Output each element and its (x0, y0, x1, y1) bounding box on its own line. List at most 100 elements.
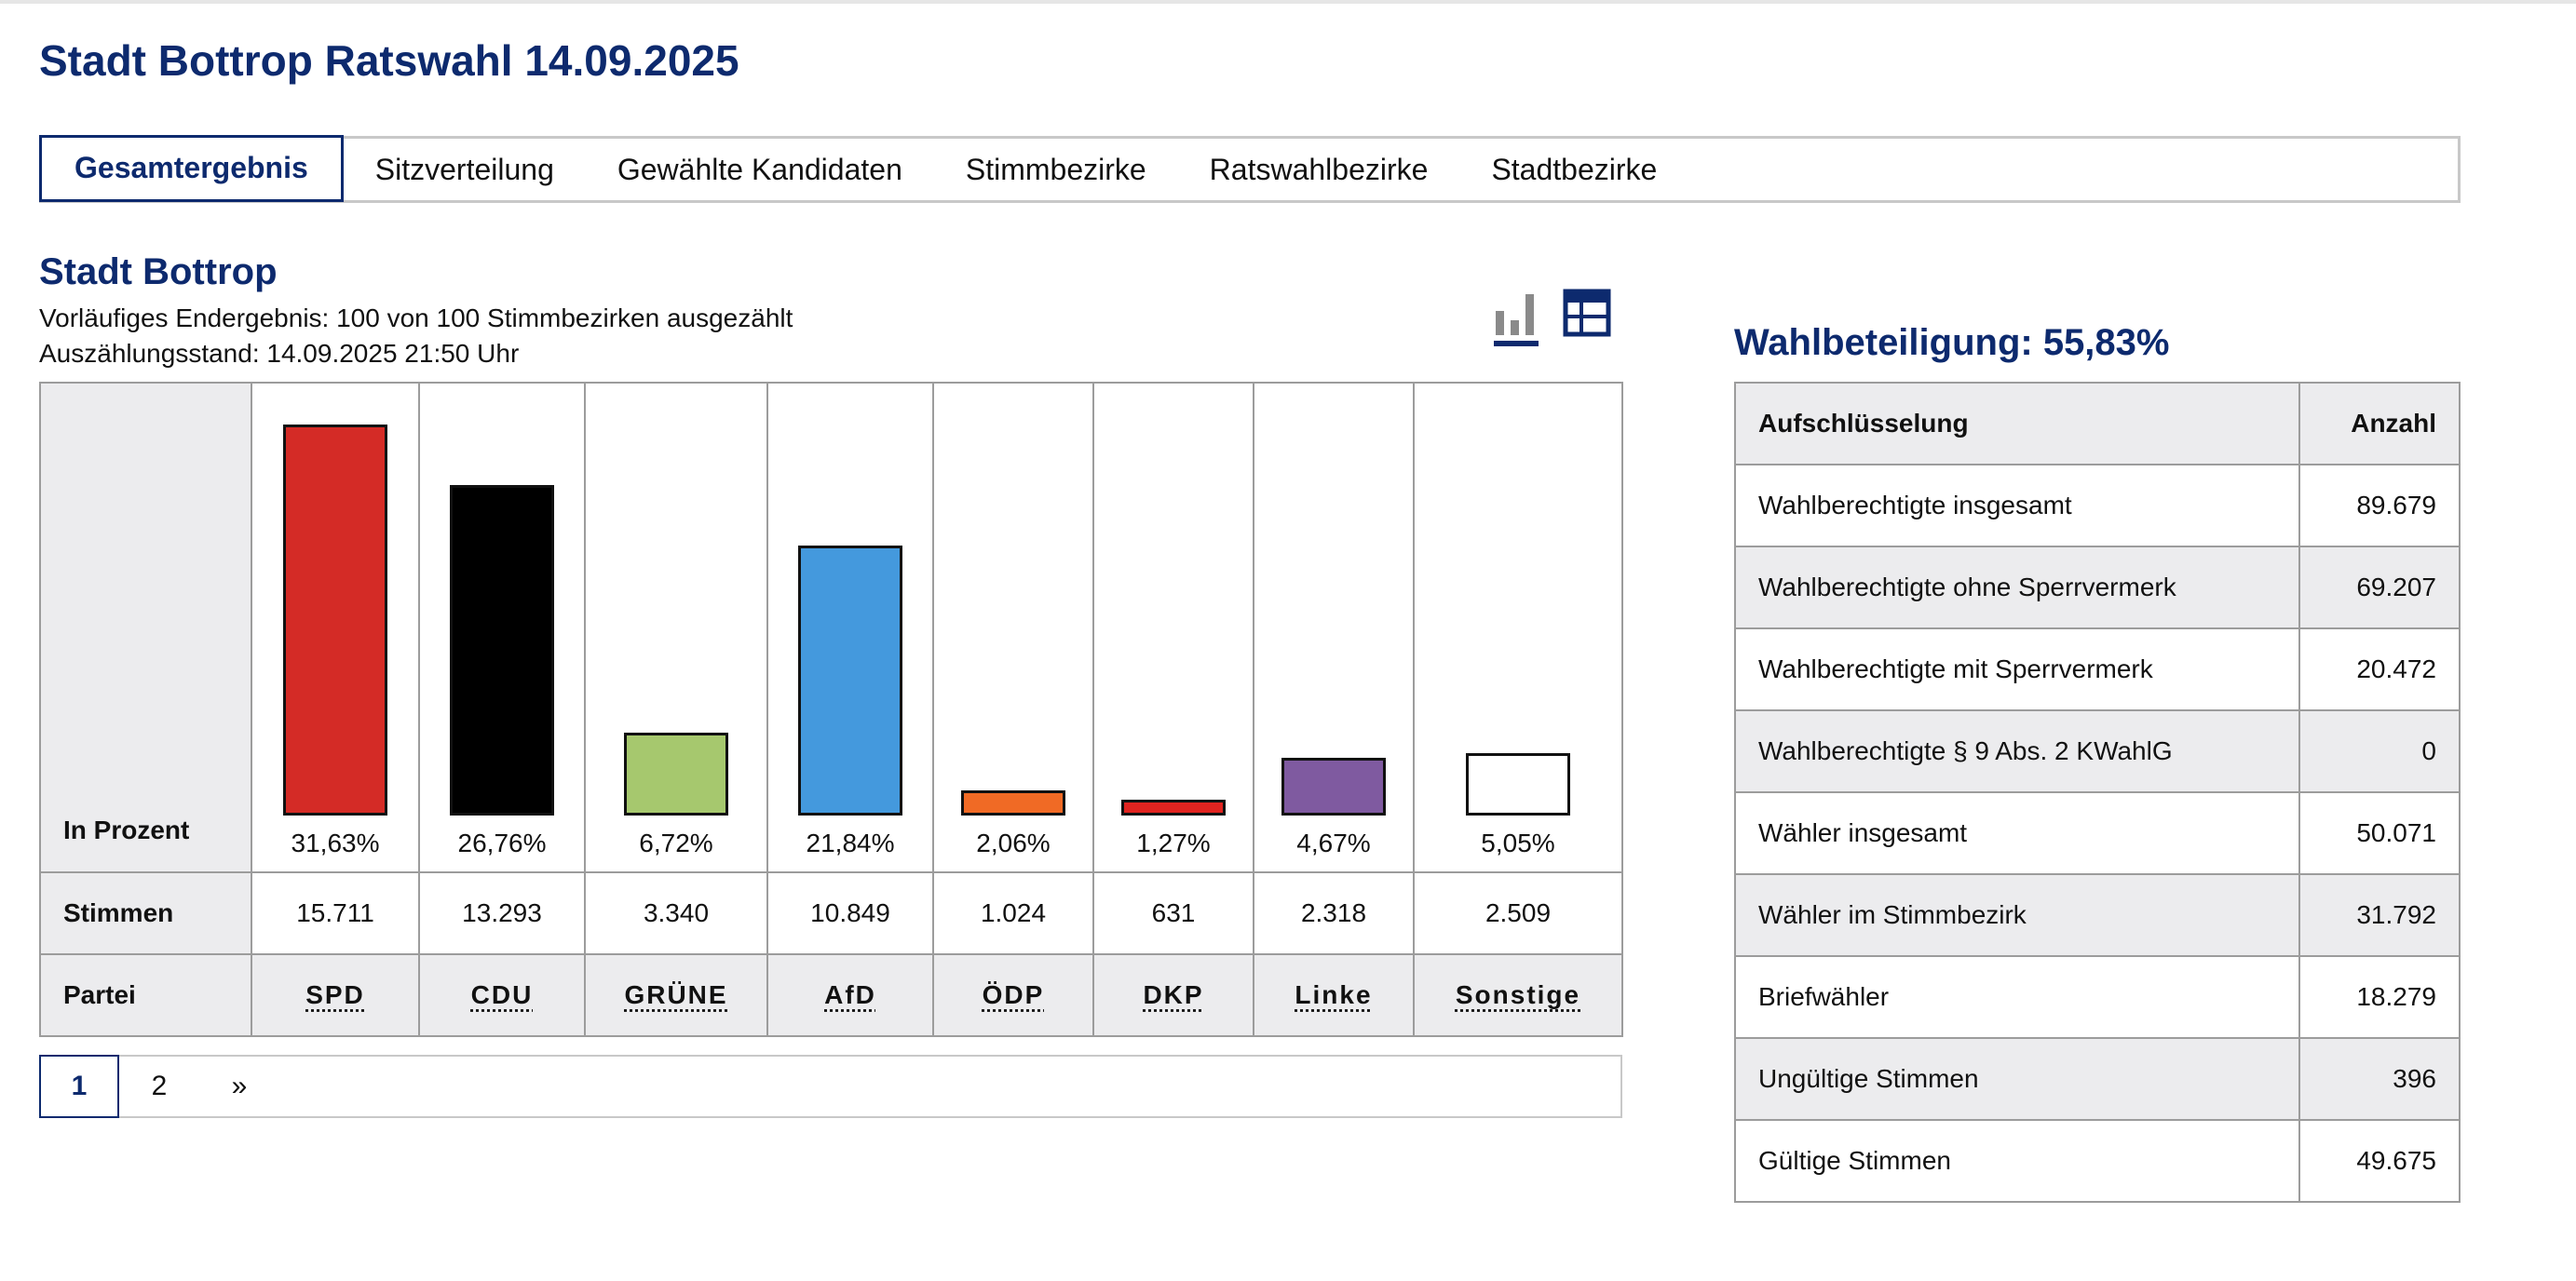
bar-cdu (450, 485, 554, 816)
section-title: Stadt Bottrop (39, 251, 278, 292)
party-cell: Sonstige (1413, 953, 1623, 1037)
breakdown-row: Wahlberechtigte insgesamt 89.679 (1734, 464, 2461, 547)
votes-cell: 10.849 (766, 871, 934, 955)
breakdown-value: 0 (2298, 709, 2461, 793)
bar-column-dkp: 1,27% (1092, 382, 1254, 873)
tab-bar: Gesamtergebnis Sitzverteilung Gewählte K… (39, 134, 2461, 203)
breakdown-row: Briefwähler 18.279 (1734, 955, 2461, 1039)
party-link-sonstige[interactable]: Sonstige (1455, 980, 1581, 1009)
breakdown-value: 69.207 (2298, 546, 2461, 629)
bar-area (1254, 406, 1413, 816)
top-divider (0, 0, 2576, 4)
turnout-title: Wahlbeteiligung: 55,83% (1734, 322, 2170, 363)
page-1-button[interactable]: 1 (39, 1055, 119, 1118)
party-link-dkp[interactable]: DKP (1143, 980, 1204, 1009)
votes-row: Stimmen 15.711 13.293 3.340 10.849 1.024 631 2… (39, 871, 1623, 955)
bar-column-spd: 31,63% (251, 382, 420, 873)
percent-label: 31,63% (291, 829, 380, 857)
votes-cell: 631 (1092, 871, 1254, 955)
breakdown-label: Wahlberechtigte mit Sperrvermerk (1734, 627, 2300, 711)
party-link-spd[interactable]: SPD (305, 980, 365, 1009)
percent-label: 2,06% (976, 829, 1051, 857)
votes-cell: 15.711 (251, 871, 420, 955)
tab-gesamtergebnis[interactable]: Gesamtergebnis (39, 134, 344, 202)
bar-column-cdu: 26,76% (418, 382, 586, 873)
breakdown-value: 50.071 (2298, 791, 2461, 875)
breakdown-value: 18.279 (2298, 955, 2461, 1039)
bar-dkp (1121, 800, 1226, 816)
count-timestamp: Auszählungsstand: 14.09.2025 21:50 Uhr (39, 339, 520, 368)
breakdown-row: Gültige Stimmen 49.675 (1734, 1119, 2461, 1203)
next-page-button[interactable]: » (231, 1071, 248, 1101)
bar-column-afd: 21,84% (766, 382, 934, 873)
party-cell: GRÜNE (584, 953, 768, 1037)
party-link-afd[interactable]: AfD (824, 980, 876, 1009)
breakdown-row: Wähler im Stimmbezirk 31.792 (1734, 873, 2461, 957)
bar-column-grüne: 6,72% (584, 382, 768, 873)
breakdown-label: Gültige Stimmen (1734, 1119, 2300, 1203)
bar-row: In Prozent 31,63% 26,76% 6,72% 21,84% 2,06% 1… (39, 382, 1623, 873)
votes-cell: 13.293 (418, 871, 586, 955)
view-toggle (1490, 289, 1613, 348)
party-link-ödp[interactable]: ÖDP (982, 980, 1045, 1009)
party-row: Partei SPD CDU GRÜNE AfD ÖDP DKP Linke Sonstige (39, 953, 1623, 1037)
breakdown-label: Wahlberechtigte § 9 Abs. 2 KWahlG (1734, 709, 2300, 793)
percent-label: 1,27% (1136, 829, 1211, 857)
percent-label: 6,72% (639, 829, 713, 857)
row-label-percent: In Prozent (39, 382, 252, 873)
party-cell: SPD (251, 953, 420, 1037)
table-icon[interactable] (1561, 289, 1613, 348)
party-cell: ÖDP (932, 953, 1094, 1037)
tab-ratswahlbezirke[interactable]: Ratswahlbezirke (1209, 152, 1429, 186)
party-link-linke[interactable]: Linke (1295, 980, 1373, 1009)
bar-linke (1281, 758, 1386, 816)
bar-chart-icon[interactable] (1490, 289, 1542, 348)
bar-area (586, 406, 766, 816)
breakdown-header: Aufschlüsselung Anzahl (1734, 382, 2461, 465)
breakdown-label: Ungültige Stimmen (1734, 1037, 2300, 1121)
breakdown-label: Wähler im Stimmbezirk (1734, 873, 2300, 957)
party-link-grüne[interactable]: GRÜNE (624, 980, 728, 1009)
row-label-votes: Stimmen (39, 871, 252, 955)
party-cell: DKP (1092, 953, 1254, 1037)
breakdown-value: 396 (2298, 1037, 2461, 1121)
votes-cell: 2.509 (1413, 871, 1623, 955)
percent-label: 5,05% (1481, 829, 1555, 857)
breakdown-label: Wahlberechtigte ohne Sperrvermerk (1734, 546, 2300, 629)
breakdown-row: Wahlberechtigte § 9 Abs. 2 KWahlG 0 (1734, 709, 2461, 793)
votes-cell: 1.024 (932, 871, 1094, 955)
page-2-button[interactable]: 2 (151, 1071, 168, 1101)
row-label-party: Partei (39, 953, 252, 1037)
party-link-cdu[interactable]: CDU (470, 980, 534, 1009)
breakdown-label: Briefwähler (1734, 955, 2300, 1039)
bar-column-ödp: 2,06% (932, 382, 1094, 873)
party-cell: Linke (1253, 953, 1415, 1037)
bar-column-linke: 4,67% (1253, 382, 1415, 873)
tab-stadtbezirke[interactable]: Stadtbezirke (1491, 152, 1658, 186)
bar-spd (283, 425, 387, 816)
percent-label: 21,84% (806, 829, 895, 857)
header-breakdown: Aufschlüsselung (1734, 382, 2300, 465)
page-title: Stadt Bottrop Ratswahl 14.09.2025 (39, 36, 739, 85)
count-status: Vorläufiges Endergebnis: 100 von 100 Sti… (39, 303, 793, 332)
percent-label: 4,67% (1296, 829, 1371, 857)
breakdown-label: Wahlberechtigte insgesamt (1734, 464, 2300, 547)
breakdown-value: 31.792 (2298, 873, 2461, 957)
tab-gewaehlte-kandidaten[interactable]: Gewählte Kandidaten (617, 152, 902, 186)
bar-afd (798, 546, 902, 816)
breakdown-value: 49.675 (2298, 1119, 2461, 1203)
tab-stimmbezirke[interactable]: Stimmbezirke (965, 152, 1146, 186)
bar-area (768, 406, 932, 816)
bar-area (1415, 406, 1621, 816)
breakdown-label: Wähler insgesamt (1734, 791, 2300, 875)
party-cell: AfD (766, 953, 934, 1037)
breakdown-value: 89.679 (2298, 464, 2461, 547)
bar-sonstige (1466, 753, 1570, 816)
breakdown-table: Aufschlüsselung Anzahl Wahlberechtigte i… (1734, 382, 2461, 1203)
votes-cell: 2.318 (1253, 871, 1415, 955)
percent-label: 26,76% (457, 829, 547, 857)
bar-column-sonstige: 5,05% (1413, 382, 1623, 873)
tab-sitzverteilung[interactable]: Sitzverteilung (374, 152, 554, 186)
header-count: Anzahl (2298, 382, 2461, 465)
breakdown-row: Wahlberechtigte mit Sperrvermerk 20.472 (1734, 627, 2461, 711)
